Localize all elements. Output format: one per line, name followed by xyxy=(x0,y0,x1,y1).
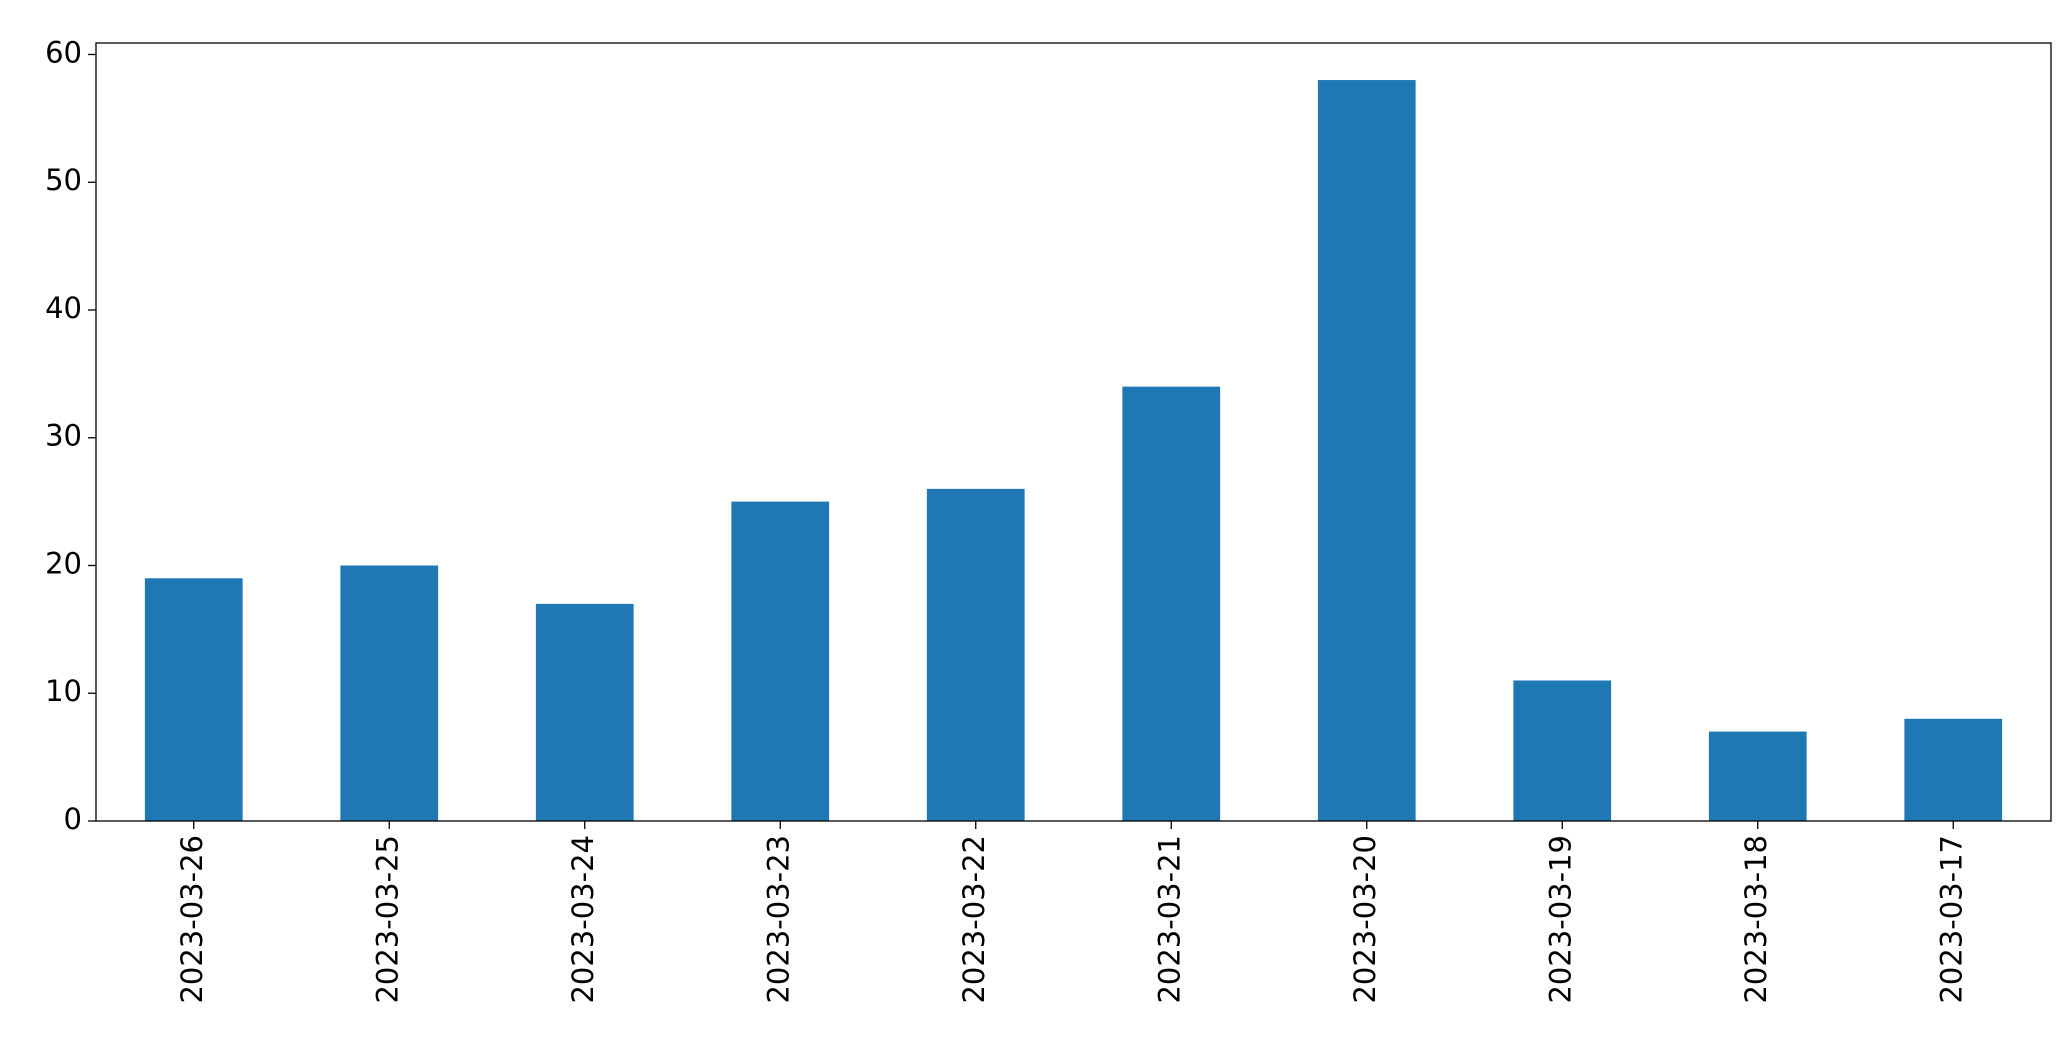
bar xyxy=(731,501,830,821)
x-tick-label: 2023-03-26 xyxy=(175,835,209,1004)
x-tick-label: 2023-03-24 xyxy=(566,835,600,1004)
x-tick-label: 2023-03-20 xyxy=(1348,835,1382,1004)
y-tick-label: 50 xyxy=(45,163,82,197)
x-tick-label: 2023-03-19 xyxy=(1543,835,1577,1004)
bar xyxy=(144,578,243,821)
bar xyxy=(1513,680,1612,821)
y-tick-label: 30 xyxy=(45,419,82,453)
bar xyxy=(1317,80,1416,822)
y-tick-label: 0 xyxy=(64,802,82,836)
x-tick-label: 2023-03-17 xyxy=(1934,835,1968,1004)
x-tick-label: 2023-03-22 xyxy=(957,835,991,1004)
bar xyxy=(1708,731,1807,821)
y-tick-label: 60 xyxy=(45,35,82,69)
bar xyxy=(340,565,439,821)
x-tick-label: 2023-03-18 xyxy=(1739,835,1773,1004)
bar xyxy=(1122,386,1221,821)
x-tick-label: 2023-03-23 xyxy=(761,835,795,1004)
bar xyxy=(926,488,1025,821)
y-tick-label: 10 xyxy=(45,674,82,708)
x-tick-label: 2023-03-21 xyxy=(1152,835,1186,1004)
bar xyxy=(1904,718,2003,821)
y-tick-label: 40 xyxy=(45,291,82,325)
plot-frame xyxy=(95,42,2052,822)
y-tick-label: 20 xyxy=(45,546,82,580)
x-tick-label: 2023-03-25 xyxy=(370,835,404,1004)
bar xyxy=(535,603,634,821)
